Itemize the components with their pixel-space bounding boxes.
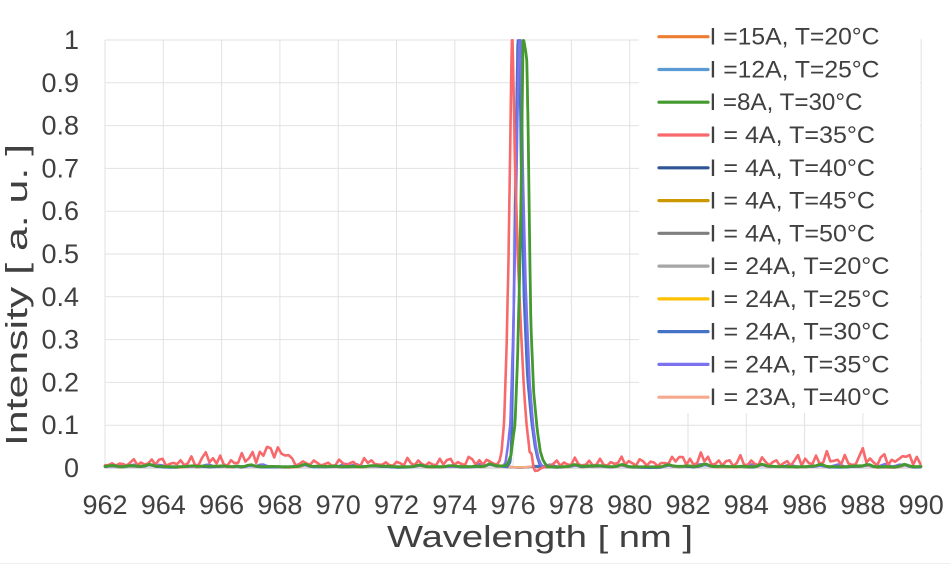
svg-text:I = 4A, T=45°C: I = 4A, T=45°C <box>710 188 876 215</box>
svg-text:968: 968 <box>257 490 302 520</box>
svg-text:I =8A, T=30°C: I =8A, T=30°C <box>710 89 863 116</box>
svg-text:I =12A, T=25°C: I =12A, T=25°C <box>710 57 880 84</box>
svg-text:974: 974 <box>432 490 477 520</box>
svg-text:0: 0 <box>64 453 79 483</box>
svg-text:0.1: 0.1 <box>41 410 79 440</box>
svg-text:I = 4A, T=35°C: I = 4A, T=35°C <box>710 122 876 149</box>
svg-text:0.8: 0.8 <box>41 111 79 141</box>
svg-text:972: 972 <box>374 490 419 520</box>
svg-text:986: 986 <box>782 490 827 520</box>
svg-text:I = 23A, T=40°C: I = 23A, T=40°C <box>710 384 890 411</box>
svg-text:984: 984 <box>724 490 769 520</box>
svg-text:0.4: 0.4 <box>41 282 79 312</box>
svg-text:988: 988 <box>840 490 885 520</box>
svg-text:980: 980 <box>607 490 652 520</box>
svg-text:978: 978 <box>549 490 594 520</box>
svg-text:976: 976 <box>491 490 536 520</box>
svg-text:990: 990 <box>899 490 944 520</box>
svg-text:0.7: 0.7 <box>41 153 79 183</box>
svg-text:Wavelength [ nm ]: Wavelength [ nm ] <box>387 519 693 554</box>
svg-text:964: 964 <box>141 490 186 520</box>
svg-text:Intensity [ a. u. ]: Intensity [ a. u. ] <box>0 144 34 446</box>
svg-text:0.3: 0.3 <box>41 325 79 355</box>
svg-text:0.5: 0.5 <box>41 239 79 269</box>
svg-text:I = 24A, T=30°C: I = 24A, T=30°C <box>710 319 890 346</box>
svg-text:0.9: 0.9 <box>41 68 79 98</box>
svg-text:962: 962 <box>82 490 127 520</box>
svg-text:I =15A, T=20°C: I =15A, T=20°C <box>710 24 880 51</box>
svg-text:I = 24A, T=35°C: I = 24A, T=35°C <box>710 351 890 378</box>
svg-text:I = 4A, T=50°C: I = 4A, T=50°C <box>710 220 876 247</box>
svg-text:966: 966 <box>199 490 244 520</box>
svg-text:I = 24A, T=25°C: I = 24A, T=25°C <box>710 286 890 313</box>
svg-text:970: 970 <box>316 490 361 520</box>
svg-text:0.6: 0.6 <box>41 196 79 226</box>
svg-text:982: 982 <box>665 490 710 520</box>
svg-text:I = 24A, T=20°C: I = 24A, T=20°C <box>710 253 890 280</box>
svg-text:I = 4A, T=40°C: I = 4A, T=40°C <box>710 155 876 182</box>
svg-text:0.2: 0.2 <box>41 367 79 397</box>
svg-text:1: 1 <box>64 25 79 55</box>
